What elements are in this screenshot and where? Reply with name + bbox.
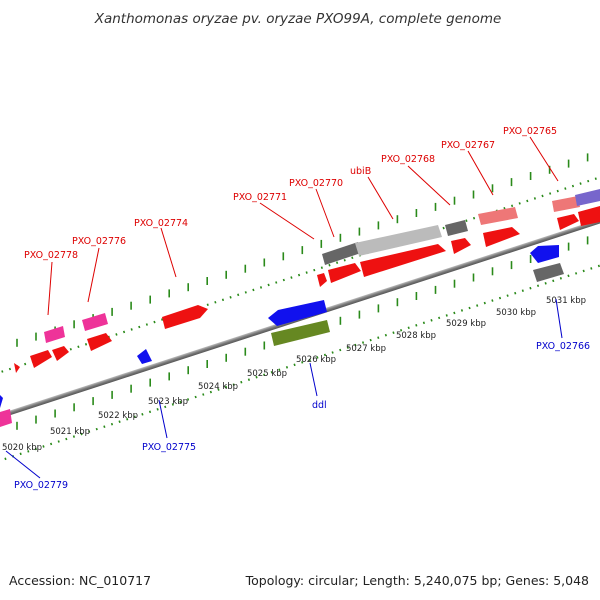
topology-text: Topology: circular; Length: 5,240,075 bp… — [245, 573, 589, 588]
gene-arrow-red-03[interactable] — [52, 346, 69, 361]
gene-arrow-gray-bottom[interactable] — [533, 263, 564, 282]
gene-arrow-pxo-02774[interactable] — [162, 305, 208, 329]
kbp-tick-label: 5023 kbp — [148, 397, 188, 407]
gene-arrow-ddl[interactable] — [271, 320, 330, 346]
kbp-tick-label: 5029 kbp — [446, 319, 486, 329]
gene-arrow-red-08[interactable] — [451, 238, 471, 254]
kbp-tick-label: 5030 kbp — [496, 308, 536, 318]
gene-arrow-pxo-02768[interactable] — [445, 220, 468, 236]
gene-arrow-ubib[interactable] — [355, 225, 442, 256]
gene-arrow-pxo-02766[interactable] — [530, 245, 559, 263]
gene-label-ddl[interactable]: ddl — [312, 400, 327, 411]
gene-arrow-pxo-02776[interactable] — [82, 313, 108, 331]
gene-label-pxo-02778[interactable]: PXO_02778 — [24, 250, 78, 261]
gene-label-pxo-02774[interactable]: PXO_02774 — [134, 218, 188, 229]
gene-arrow-blue-big[interactable] — [268, 300, 327, 326]
kbp-tick-layer: 5020 kbp 5021 kbp 5022 kbp 5023 kbp 5024 kbp… — [2, 153, 589, 453]
gene-arrow-red-02[interactable] — [30, 350, 52, 368]
gene-arrow-red-11[interactable] — [578, 206, 600, 226]
kbp-tick-label: 5022 kbp — [98, 411, 138, 421]
leader-lines-bottom — [5, 298, 563, 479]
leader-lines-top — [47, 136, 559, 316]
gene-arrow-pxo-02775[interactable] — [137, 349, 152, 364]
gene-labels-top: PXO_02778 PXO_02776 PXO_02774 PXO_02771 … — [24, 126, 557, 261]
kbp-tick-label: 5021 kbp — [50, 427, 90, 437]
kbp-tick-label: 5024 kbp — [198, 382, 238, 392]
kbp-tick-label: 5025 kbp — [247, 369, 287, 379]
gene-labels-bottom: PXO_02779 PXO_02775 ddl PXO_02766 — [14, 341, 590, 491]
accession-text: Accession: NC_010717 — [9, 573, 151, 588]
gene-arrow-red-01[interactable] — [14, 363, 20, 373]
genome-title: Xanthomonas oryzae pv. oryzae PXO99A, co… — [94, 11, 502, 27]
gene-arrow-red-10[interactable] — [557, 214, 579, 230]
gene-label-pxo-02771[interactable]: PXO_02771 — [233, 192, 287, 203]
gene-arrow-blue-edge[interactable] — [0, 395, 3, 408]
gene-label-pxo-02766[interactable]: PXO_02766 — [536, 341, 590, 352]
gene-arrow-pxo-02765[interactable] — [552, 196, 580, 212]
gene-label-pxo-02765[interactable]: PXO_02765 — [503, 126, 557, 137]
kbp-tick-label: 5031 kbp — [546, 296, 586, 306]
gene-arrow-pxo-02767[interactable] — [478, 207, 518, 225]
gene-label-ubib[interactable]: ubiB — [350, 166, 371, 177]
gene-label-pxo-02775[interactable]: PXO_02775 — [142, 442, 196, 453]
kbp-tick-label: 5020 kbp — [2, 443, 42, 453]
gene-arrow-red-06[interactable] — [328, 263, 361, 283]
kbp-tick-label: 5026 kbp — [296, 355, 336, 365]
gene-arrow-pxo-02778[interactable] — [44, 326, 65, 343]
gene-label-pxo-02776[interactable]: PXO_02776 — [72, 236, 126, 247]
gene-arrow-purple[interactable] — [575, 189, 600, 206]
gene-arrow-red-07[interactable] — [360, 244, 446, 277]
kbp-tick-label: 5027 kbp — [346, 344, 386, 354]
gene-arrow-pxo-02779[interactable] — [0, 409, 12, 427]
gene-arrow-red-04[interactable] — [87, 333, 112, 351]
gene-label-pxo-02770[interactable]: PXO_02770 — [289, 178, 343, 189]
gene-arrow-red-05[interactable] — [317, 273, 327, 287]
gene-label-pxo-02767[interactable]: PXO_02767 — [441, 140, 495, 151]
gene-arrow-pxo-02771[interactable] — [322, 242, 361, 265]
gene-label-pxo-02768[interactable]: PXO_02768 — [381, 154, 435, 165]
kbp-tick-label: 5028 kbp — [396, 331, 436, 341]
gene-layer — [0, 189, 600, 427]
gene-arrow-red-09[interactable] — [483, 227, 520, 247]
gene-label-pxo-02779[interactable]: PXO_02779 — [14, 480, 68, 491]
